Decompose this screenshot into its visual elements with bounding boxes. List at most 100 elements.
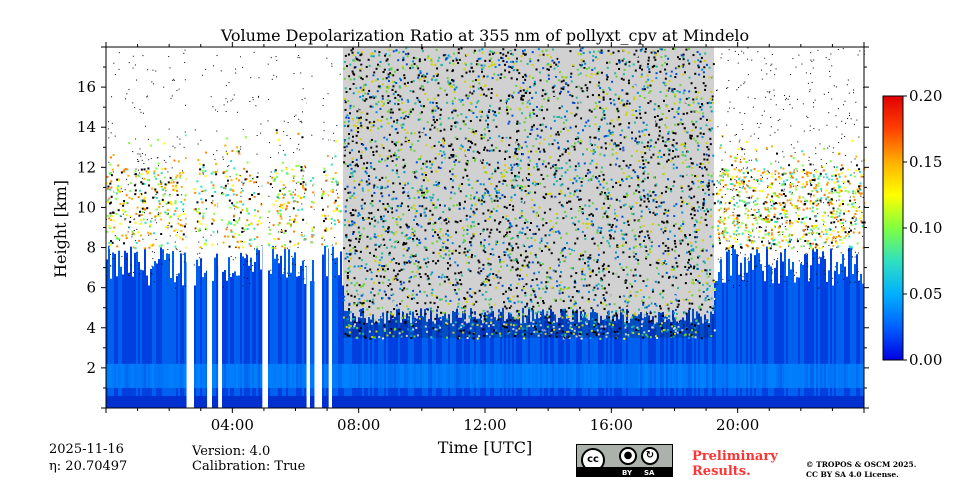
noise-cell	[491, 248, 494, 251]
boundary-layer-cell	[428, 363, 430, 388]
boundary-layer-cell	[590, 363, 592, 388]
noise-cell	[614, 93, 617, 96]
noise-cell	[370, 96, 373, 99]
noise-cell	[498, 189, 501, 192]
noise-cell	[503, 169, 506, 172]
boundary-layer-cell	[480, 363, 482, 388]
noise-cell	[369, 268, 372, 271]
noise-cell	[706, 257, 709, 260]
noise-cell	[695, 96, 698, 99]
boundary-layer-cell	[258, 363, 260, 388]
noise-cell	[702, 204, 705, 207]
surface-cell	[374, 395, 376, 408]
noise-cell	[436, 67, 439, 70]
noise-cell	[482, 258, 485, 261]
noise-cell	[551, 127, 554, 130]
noise-cell	[532, 305, 535, 308]
boundary-layer-cell	[696, 363, 698, 388]
noise-cell	[575, 85, 578, 88]
noise-cell	[501, 182, 504, 185]
noise-cell	[559, 134, 562, 137]
noise-cell	[407, 328, 410, 331]
noise-cell	[560, 280, 563, 283]
aerosol-column	[372, 314, 374, 408]
noise-cell	[483, 166, 486, 169]
noise-cell	[493, 253, 496, 256]
noise-cell	[363, 140, 366, 143]
noise-cell	[665, 221, 668, 224]
noise-cell	[457, 335, 460, 338]
noise-cell	[472, 214, 475, 217]
noise-cell	[600, 155, 603, 158]
noise-cell	[613, 103, 616, 106]
noise-cell	[386, 85, 389, 88]
aerosol-column	[550, 309, 552, 408]
noise-cell	[554, 270, 557, 273]
surface-cell	[238, 395, 240, 408]
surface-cell	[228, 395, 230, 408]
noise-cell	[674, 330, 677, 333]
aerosol-column	[790, 269, 792, 408]
noise-cell	[540, 239, 543, 242]
noise-cell	[699, 248, 702, 251]
noise-cell	[368, 121, 371, 124]
noise-cell	[405, 159, 408, 162]
noise-cell	[524, 256, 527, 259]
noise-cell	[620, 229, 623, 232]
noise-cell	[516, 295, 519, 298]
noise-cell	[383, 207, 386, 210]
boundary-layer-cell	[348, 363, 350, 388]
noise-cell	[362, 283, 365, 286]
noise-cell	[350, 237, 353, 240]
aerosol-column	[744, 257, 746, 408]
noise-cell	[409, 282, 412, 285]
surface-cell	[660, 395, 662, 408]
noise-cell	[606, 122, 609, 125]
noise-cell	[581, 212, 584, 215]
boundary-layer-cell	[332, 363, 334, 388]
noise-cell	[359, 116, 362, 119]
noise-cell	[464, 298, 467, 301]
boundary-layer-cell	[236, 363, 238, 388]
surface-cell	[542, 395, 544, 408]
noise-cell	[663, 194, 666, 197]
noise-cell	[382, 238, 385, 241]
noise-cell	[351, 51, 354, 54]
boundary-layer-cell	[608, 363, 610, 388]
noise-cell	[386, 98, 389, 101]
noise-cell	[356, 336, 359, 339]
noise-cell	[556, 289, 559, 292]
noise-cell	[709, 129, 712, 132]
surface-cell	[120, 395, 122, 408]
noise-cell	[677, 86, 680, 89]
noise-cell	[358, 332, 361, 335]
noise-cell	[622, 243, 625, 246]
noise-cell	[549, 57, 552, 60]
noise-cell	[638, 191, 641, 194]
noise-cell	[558, 312, 561, 315]
surface-cell	[510, 395, 512, 408]
noise-cell	[636, 150, 639, 153]
noise-cell	[708, 66, 711, 69]
noise-cell	[393, 297, 396, 300]
noise-cell	[365, 98, 368, 101]
noise-cell	[606, 195, 609, 198]
surface-cell	[366, 395, 368, 408]
noise-cell	[439, 167, 442, 170]
noise-cell	[565, 76, 568, 79]
noise-cell	[358, 75, 361, 78]
aerosol-column	[498, 309, 500, 408]
noise-cell	[688, 47, 691, 50]
noise-cell	[527, 167, 530, 170]
surface-cell	[310, 395, 312, 408]
noise-cell	[504, 251, 507, 254]
noise-cell	[497, 120, 500, 123]
noise-cell	[539, 79, 542, 82]
noise-cell	[392, 80, 395, 83]
noise-cell	[355, 216, 358, 219]
noise-cell	[701, 270, 704, 273]
noise-cell	[510, 52, 513, 55]
surface-cell	[136, 395, 138, 408]
noise-cell	[639, 226, 642, 229]
noise-cell	[661, 263, 664, 266]
